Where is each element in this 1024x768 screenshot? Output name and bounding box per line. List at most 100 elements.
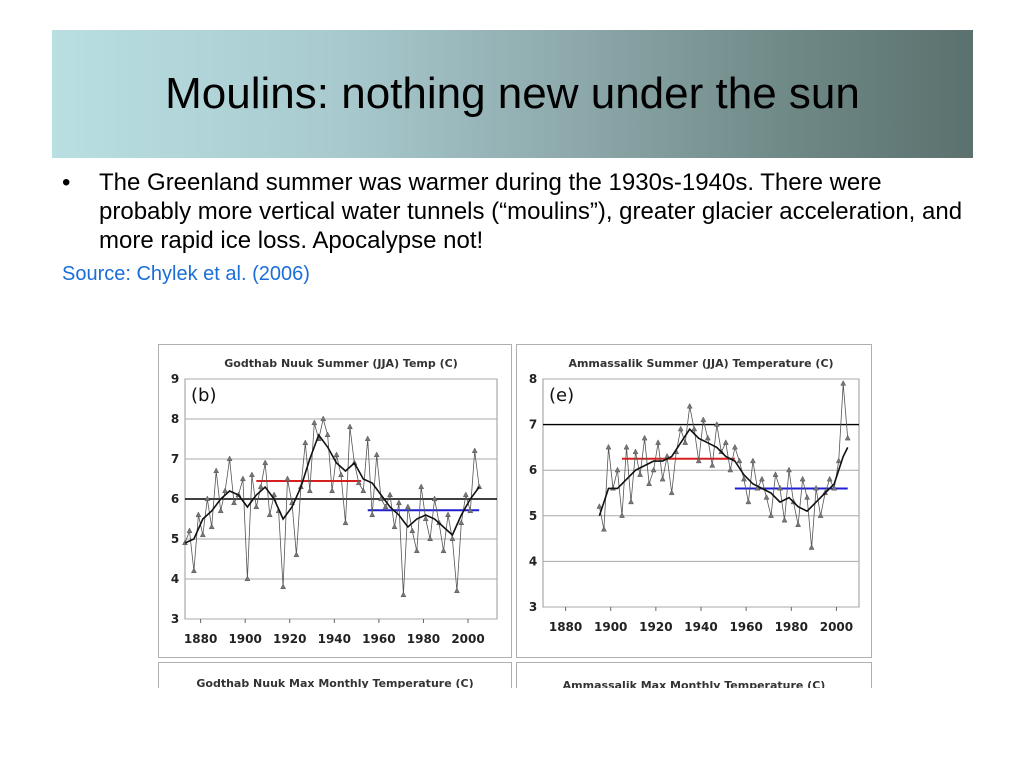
ammassalik-max-title-svg: Ammassalik Max Monthly Temperature (C) [563,679,826,688]
data-point [329,487,336,494]
data-point [826,475,833,482]
data-point [677,425,684,432]
data-point [763,494,770,500]
chart-title: Godthab Nuuk Summer (JJA) Temp (C) [224,357,457,370]
data-point [324,431,331,438]
data-point [799,475,806,482]
y-tick-label: 7 [171,452,179,466]
data-point [786,466,792,473]
data-point [686,402,693,409]
x-tick-label: 1920 [273,632,306,646]
data-point [605,443,612,450]
data-point [293,551,300,558]
data-point [395,499,402,506]
data-point [623,443,630,450]
data-point [758,475,765,482]
data-point [284,475,291,482]
data-point [360,487,367,494]
y-tick-label: 9 [171,372,179,386]
data-point [727,466,734,473]
y-tick-label: 6 [529,463,537,477]
data-point [199,531,206,538]
data-point [449,535,456,542]
data-point [195,511,202,518]
data-point [204,495,211,502]
data-point [713,421,720,427]
data-point [831,484,838,491]
data-point [369,511,376,518]
panel-label: (b) [191,385,216,406]
data-point [253,503,260,510]
data-point [280,583,287,590]
data-point [311,419,318,426]
x-tick-label: 1900 [228,632,261,646]
nuuk-summer-chart: Godthab Nuuk Summer (JJA) Temp (C) 3 4 5 6 7 8… [171,357,498,646]
data-point [691,425,698,432]
data-point [320,415,327,422]
x-tick-label: 1920 [639,620,672,634]
data-point [387,491,393,498]
y-tick-label: 5 [529,509,537,523]
data-point [391,523,398,530]
chart-panel-ammassalik: Ammassalik Summer (JJA) Temperature (C) 3… [516,344,872,658]
data-point [458,519,465,526]
smoothed-series-line [598,427,849,517]
data-point [768,512,774,518]
bullet-text: The Greenland summer was warmer during t… [99,169,963,254]
x-tick-label: 1960 [729,620,762,634]
x-tick-label: 1880 [184,632,217,646]
data-point [239,475,246,482]
data-point [342,519,349,526]
data-point [682,439,689,445]
data-point [271,491,278,498]
data-point [628,498,634,505]
data-point [471,447,478,454]
data-point [736,457,743,464]
data-point [231,499,237,506]
data-point [373,451,380,458]
data-point [431,495,438,502]
x-tick-label: 1900 [594,620,627,634]
figure-area: Godthab Nuuk Summer (JJA) Temp (C) 3 4 5 6 7 8… [154,340,874,688]
data-point [355,479,362,486]
data-point [596,503,603,509]
y-tick-label: 5 [171,532,179,546]
data-point [418,483,425,490]
annual-series-line [599,383,849,548]
y-tick-label: 8 [171,412,179,426]
data-point [453,587,460,594]
plot-frame [542,378,860,608]
data-point [213,467,220,474]
data-point [462,491,469,498]
y-tick-label: 8 [529,372,537,386]
data-point [208,523,215,530]
data-point [248,471,255,478]
data-point [404,503,411,510]
x-tick-label: 1880 [549,620,582,634]
ammassalik-max-panel: Ammassalik Max Monthly Temperature (C) [516,662,872,688]
y-tick-label: 6 [171,492,179,506]
data-point [632,448,639,455]
x-tick-label: 2000 [451,632,484,646]
data-point [338,471,344,478]
data-point [364,435,371,442]
ammassalik-summer-chart: Ammassalik Summer (JJA) Temperature (C) 3… [529,357,860,634]
x-tick-label: 1940 [318,632,351,646]
y-tick-label: 4 [529,554,537,568]
data-point [637,471,644,477]
data-point [740,475,747,482]
data-point [440,547,447,554]
data-point [614,466,621,473]
bullet-item: • The Greenland summer was warmer during… [62,168,974,255]
data-point [409,527,416,534]
data-point [266,511,273,518]
data-point [427,535,434,542]
data-point [813,484,820,491]
data-point [422,515,429,522]
nuuk-max-panel: Godthab Nuuk Max Monthly Temperature (C) [158,662,512,688]
data-point [844,434,851,441]
data-point [772,471,779,477]
data-point [749,457,756,464]
data-point [709,462,716,468]
data-point [731,443,738,450]
